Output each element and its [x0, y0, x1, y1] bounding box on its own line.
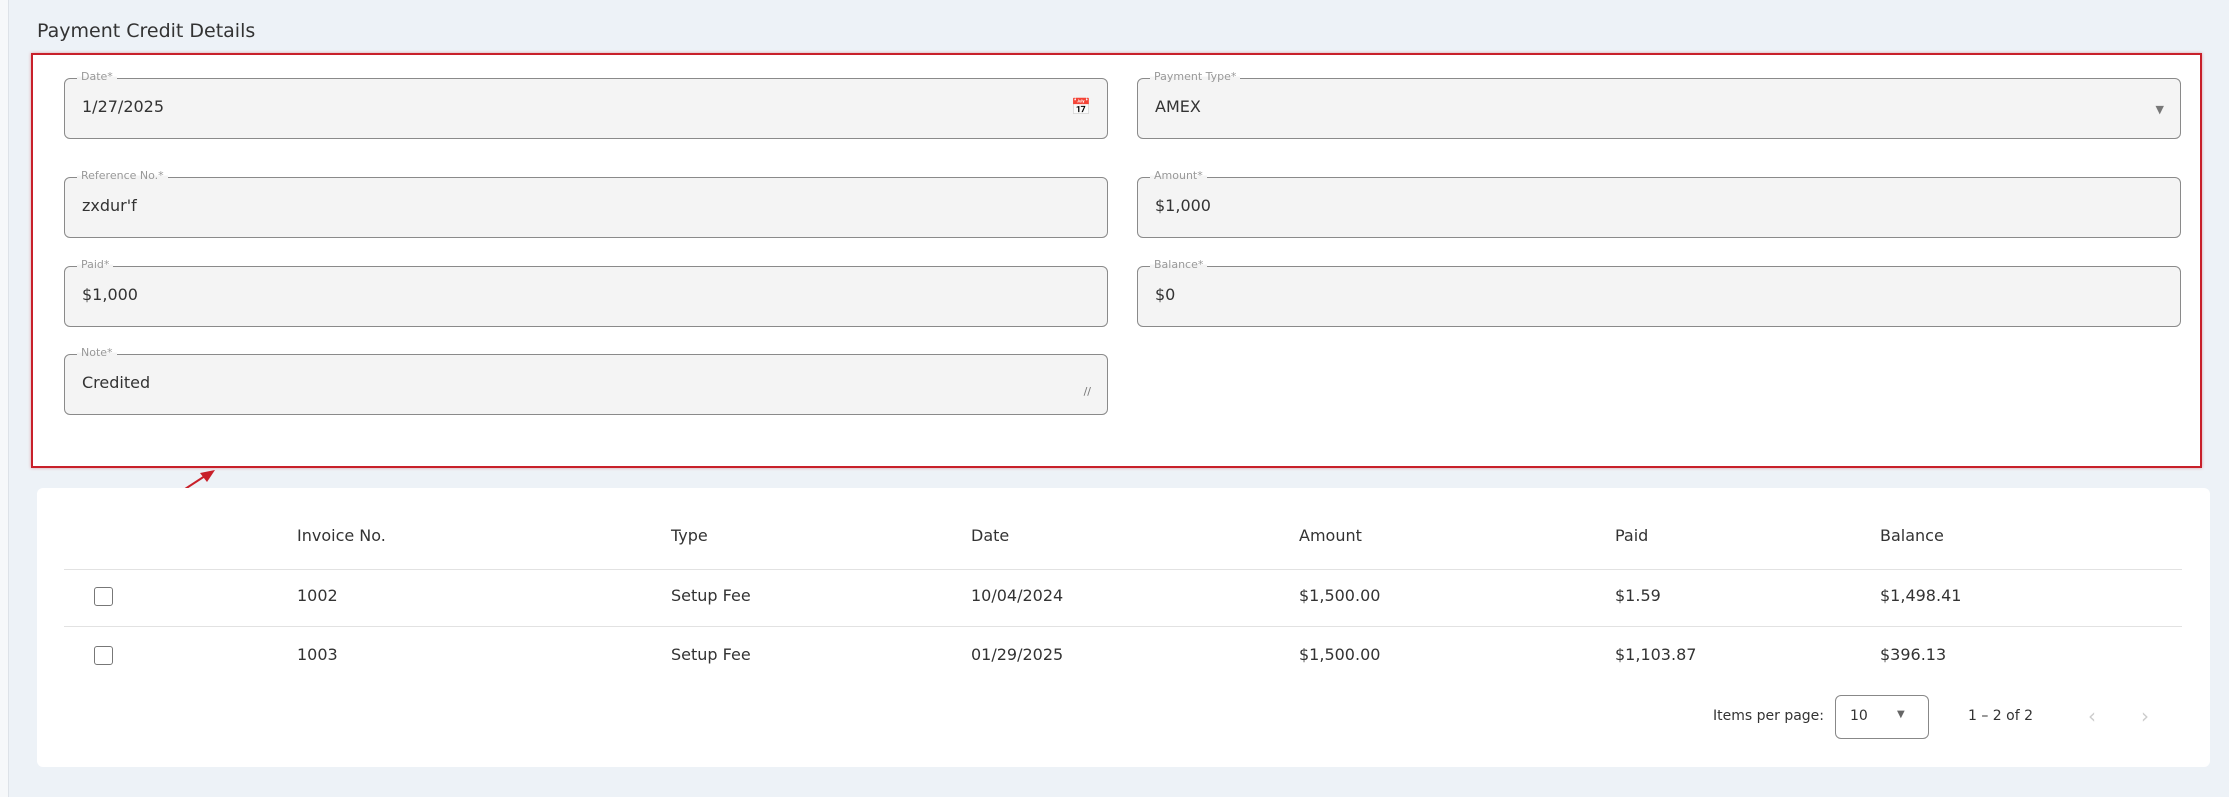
cell-type: Setup Fee [671, 586, 751, 605]
date-value: 1/27/2025 [82, 97, 165, 116]
amount-label: Amount* [1150, 169, 1207, 182]
cell-amount: $1,500.00 [1299, 586, 1381, 605]
reference-value: zxdur'f [82, 196, 137, 215]
items-per-page-label: Items per page: [1713, 708, 1825, 724]
cell-balance: $1,498.41 [1880, 586, 1962, 605]
amount-value: $1,000 [1155, 196, 1211, 215]
items-per-page-value: 10 [1850, 708, 1868, 724]
header-balance: Balance [1880, 526, 1944, 545]
balance-field[interactable]: Balance* $0 [1137, 258, 2181, 327]
dropdown-arrow-icon: ▼ [1897, 709, 1905, 720]
page-range: 1 – 2 of 2 [1968, 708, 2034, 724]
paid-label: Paid* [77, 258, 114, 271]
cell-paid: $1,103.87 [1615, 645, 1697, 664]
note-textarea[interactable]: Note* Credited // [64, 346, 1108, 415]
cell-invoice-no: 1003 [297, 645, 338, 664]
row-checkbox[interactable] [94, 587, 113, 606]
divider [64, 569, 2182, 570]
items-per-page-select[interactable]: 10 ▼ [1835, 695, 1929, 739]
payment-form-card: Date* 1/27/2025 📅 Payment Type* AMEX ▼ R… [31, 53, 2202, 468]
divider [64, 626, 2182, 627]
invoice-table: Invoice No. Type Date Amount Paid Balanc… [37, 488, 2210, 767]
page-title: Payment Credit Details [37, 20, 256, 42]
cell-type: Setup Fee [671, 645, 751, 664]
header-type: Type [671, 526, 708, 545]
row-checkbox[interactable] [94, 646, 113, 665]
payment-type-select[interactable]: Payment Type* AMEX ▼ [1137, 70, 2181, 139]
sidebar-edge [0, 0, 9, 797]
header-invoice-no: Invoice No. [297, 526, 386, 545]
header-amount: Amount [1299, 526, 1362, 545]
cell-date: 10/04/2024 [971, 586, 1064, 605]
cell-invoice-no: 1002 [297, 586, 338, 605]
cell-paid: $1.59 [1615, 586, 1661, 605]
note-label: Note* [77, 346, 117, 359]
paid-value: $1,000 [82, 285, 138, 304]
header-paid: Paid [1615, 526, 1649, 545]
header-date: Date [971, 526, 1010, 545]
paid-field[interactable]: Paid* $1,000 [64, 258, 1108, 327]
payment-type-label: Payment Type* [1150, 70, 1241, 83]
date-field[interactable]: Date* 1/27/2025 📅 [64, 70, 1108, 139]
date-label: Date* [77, 70, 117, 83]
next-page-icon[interactable]: › [2141, 704, 2149, 728]
payment-type-value: AMEX [1155, 97, 1201, 116]
cell-balance: $396.13 [1880, 645, 1947, 664]
amount-field[interactable]: Amount* $1,000 [1137, 169, 2181, 238]
balance-label: Balance* [1150, 258, 1208, 271]
note-value: Credited [82, 373, 151, 392]
cell-date: 01/29/2025 [971, 645, 1064, 664]
resize-handle-icon[interactable]: // [1083, 385, 1091, 398]
calendar-icon[interactable]: 📅 [1071, 97, 1091, 116]
reference-field[interactable]: Reference No.* zxdur'f [64, 169, 1108, 238]
balance-value: $0 [1155, 285, 1176, 304]
cell-amount: $1,500.00 [1299, 645, 1381, 664]
prev-page-icon[interactable]: ‹ [2088, 704, 2096, 728]
dropdown-arrow-icon[interactable]: ▼ [2155, 103, 2164, 116]
reference-label: Reference No.* [77, 169, 168, 182]
